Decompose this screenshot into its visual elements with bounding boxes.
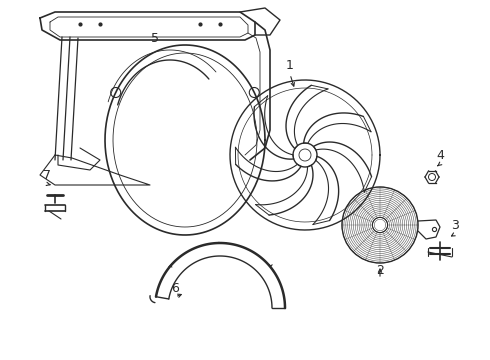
Text: 1: 1 (286, 59, 294, 72)
Text: 5: 5 (151, 32, 159, 45)
Text: 6: 6 (171, 282, 179, 294)
Text: 4: 4 (436, 149, 444, 162)
Text: 2: 2 (376, 264, 384, 276)
Text: 3: 3 (451, 219, 459, 231)
Text: 7: 7 (43, 168, 51, 181)
